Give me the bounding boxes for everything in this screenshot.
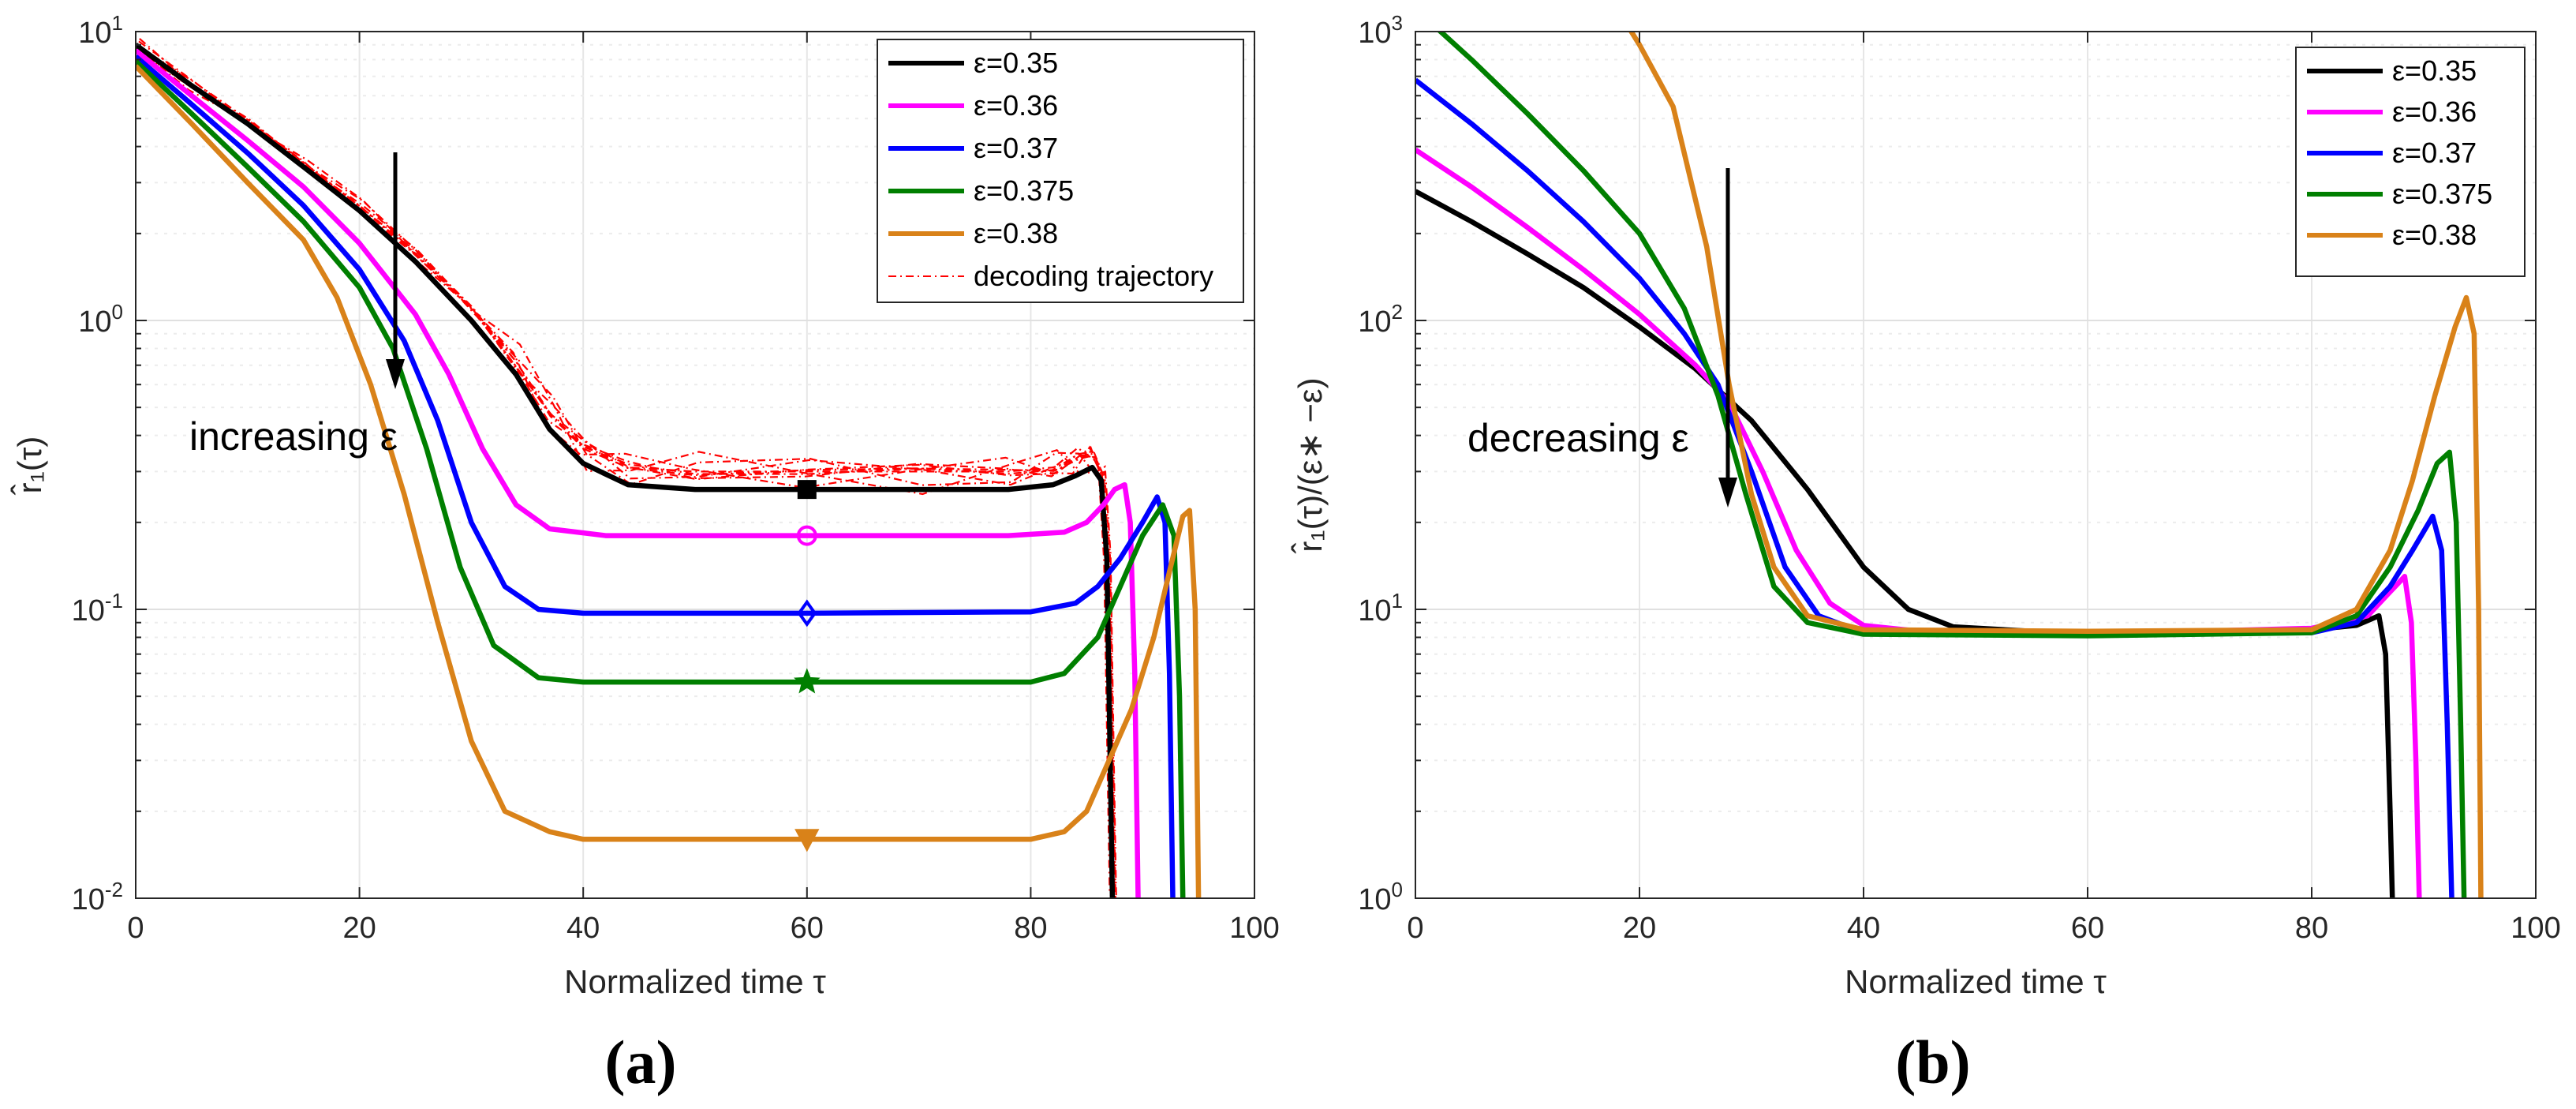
series-line xyxy=(136,54,1176,898)
panel-a-xlabel: Normalized time τ xyxy=(564,963,826,1000)
decoding-trajectory-line xyxy=(136,44,1114,897)
panel-a-ticks: 0 20 40 60 80 100 10-2 10-1 100 101 xyxy=(72,11,1280,945)
legend-label: ε=0.375 xyxy=(974,174,1074,207)
panel-b-legend-box xyxy=(2295,47,2526,277)
panel-b-ticks: 0 20 40 60 80 100 100 101 102 103 xyxy=(1358,11,2560,945)
panel-b-axes-box xyxy=(1415,31,2537,899)
x-tick-label: 0 xyxy=(1407,912,1423,945)
panel-b-ylabel: r̂₁(τ)/(ε∗ −ε) xyxy=(1291,377,1329,553)
series-line xyxy=(136,48,1141,898)
x-tick-label: 20 xyxy=(342,912,376,945)
series-line xyxy=(1415,189,2395,898)
x-tick-label: 100 xyxy=(1229,912,1279,945)
legend-label: ε=0.35 xyxy=(974,47,1058,79)
legend-label: ε=0.36 xyxy=(974,89,1058,122)
legend-label: decoding trajectory xyxy=(974,260,1213,292)
x-tick-label: 40 xyxy=(566,912,600,945)
panel-b-xlabel: Normalized time τ xyxy=(1845,963,2107,1000)
panel-a-arrowhead xyxy=(386,359,405,389)
x-tick-label: 20 xyxy=(1623,912,1656,945)
panel-a-series xyxy=(136,38,1202,898)
series-line xyxy=(136,64,1202,898)
series-line xyxy=(1628,32,2484,898)
legend-label: ε=0.35 xyxy=(2392,54,2477,87)
y-tick-label: 101 xyxy=(1358,589,1403,628)
panel-a-markers xyxy=(793,480,821,852)
circle-marker xyxy=(796,525,817,546)
panel-a-annotation: increasing ε xyxy=(189,414,398,459)
series-line xyxy=(136,59,1186,898)
panel-a: 0 20 40 60 80 100 10-2 10-1 100 101 Normalized ti… xyxy=(10,11,1279,1096)
y-tick-label: 102 xyxy=(1358,300,1403,339)
y-tick-label: 101 xyxy=(78,11,123,50)
square-marker xyxy=(797,480,817,500)
decoding-trajectory-line xyxy=(139,38,1117,898)
x-tick-label: 100 xyxy=(2511,912,2560,945)
series-line xyxy=(1415,147,2422,898)
legend-label: ε=0.37 xyxy=(974,132,1058,164)
panel-b-caption: (b) xyxy=(1895,1028,1970,1096)
triangle-down-marker xyxy=(794,829,820,852)
legend-label: ε=0.37 xyxy=(2392,137,2477,169)
y-tick-label: 100 xyxy=(78,300,123,339)
panel-b: 0 20 40 60 80 100 100 101 102 103 Normalized time… xyxy=(1291,11,2560,1096)
x-tick-label: 40 xyxy=(1847,912,1880,945)
decoding-trajectory-line xyxy=(137,45,1116,898)
panel-a-axes-box xyxy=(135,31,1255,899)
legend-label: ε=0.38 xyxy=(2392,219,2477,251)
decoding-trajectory-line xyxy=(136,46,1111,894)
panel-a-legend-box xyxy=(877,39,1244,303)
panel-a-caption: (a) xyxy=(605,1028,677,1096)
panel-b-series xyxy=(1415,32,2484,898)
legend-label: ε=0.375 xyxy=(2392,178,2492,210)
x-tick-label: 80 xyxy=(1014,912,1047,945)
diamond-marker xyxy=(797,599,817,628)
legend-label: ε=0.38 xyxy=(974,217,1058,249)
panel-b-annotation: decreasing ε xyxy=(1467,416,1689,460)
panel-a-grid xyxy=(136,32,1254,898)
series-line xyxy=(136,43,1116,898)
y-tick-label: 10-2 xyxy=(72,878,123,916)
panel-a-ylabel: r̂₁(τ) xyxy=(10,436,48,496)
series-line xyxy=(1437,32,2467,898)
panel-b-grid xyxy=(1415,32,2536,898)
y-tick-label: 100 xyxy=(1358,878,1403,916)
star-marker xyxy=(793,668,821,694)
x-tick-label: 0 xyxy=(127,912,144,945)
decoding-trajectory-line xyxy=(136,43,1114,898)
x-tick-label: 80 xyxy=(2295,912,2328,945)
x-tick-label: 60 xyxy=(791,912,824,945)
legend-label: ε=0.36 xyxy=(2392,96,2477,128)
panel-a-legend: ε=0.35 ε=0.36 ε=0.37 ε=0.375 ε=0.38 decoding … xyxy=(877,39,1244,303)
panel-b-legend: ε=0.35 ε=0.36 ε=0.37 ε=0.375 ε=0.38 xyxy=(2295,47,2526,277)
panel-b-arrowhead xyxy=(1718,478,1737,508)
x-tick-label: 60 xyxy=(2071,912,2104,945)
y-tick-label: 10-1 xyxy=(72,589,123,628)
y-tick-label: 103 xyxy=(1358,11,1403,50)
